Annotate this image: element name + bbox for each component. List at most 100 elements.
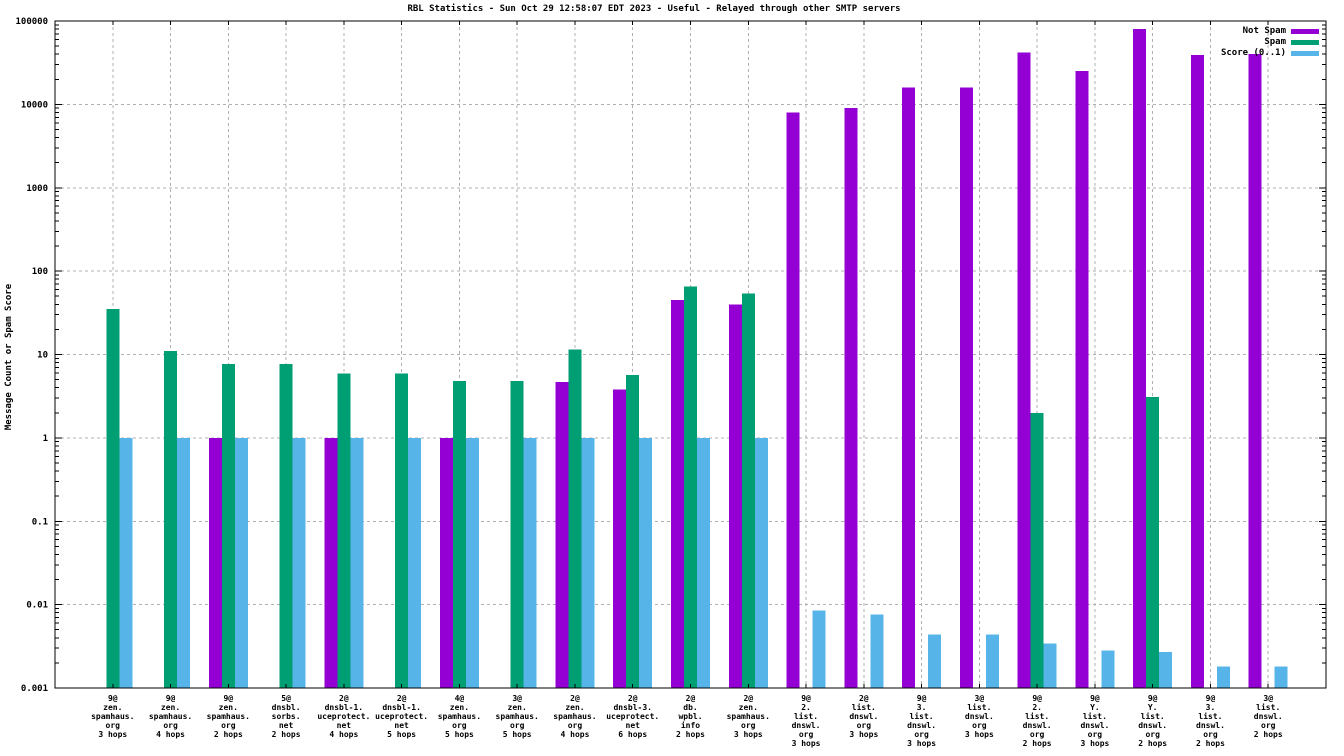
x-category-label: 9@ (801, 694, 811, 703)
x-category-label: 2@ (686, 694, 696, 703)
x-category-label: 2@ (397, 694, 407, 703)
bar-spam (684, 286, 697, 688)
x-category-label: org (163, 721, 178, 730)
x-category-label: org (741, 721, 756, 730)
bar-score (234, 437, 248, 688)
x-category-label: dnsbl-1. (382, 703, 421, 712)
x-category-label: 3@ (1263, 694, 1273, 703)
x-category-label: 2 hops (1254, 730, 1283, 739)
x-category-label: org (1030, 730, 1045, 739)
y-tick-label: 1000 (26, 184, 48, 194)
x-category-label: uceprotect. (317, 712, 370, 721)
x-category-label: 2 hops (676, 730, 705, 739)
y-tick-label: 10000 (21, 100, 48, 110)
y-tick-label: 0.001 (21, 684, 48, 694)
bar-spam (164, 351, 178, 688)
bar-not-spam (844, 108, 858, 688)
x-category-label: 2. (801, 703, 811, 712)
x-category-label: 2@ (570, 694, 580, 703)
x-category-label: dnswl. (792, 721, 821, 730)
legend-label-not-spam: Not Spam (1242, 26, 1286, 36)
x-category-label: 9@ (166, 694, 176, 703)
legend-swatch-not-spam (1291, 28, 1319, 34)
x-category-label: sorbs. (272, 712, 301, 721)
bar-not-spam (786, 112, 800, 688)
x-category-label: list. (967, 702, 991, 712)
x-category-label: org (106, 721, 121, 730)
legend-swatch-score (1291, 50, 1319, 56)
x-category-label: spamhaus. (727, 712, 770, 721)
bar-spam (337, 373, 351, 688)
x-category-label: zen. (161, 703, 180, 712)
x-category-label: 9@ (1090, 694, 1100, 703)
bar-not-spam (671, 300, 684, 688)
x-category-label: 9@ (1206, 694, 1216, 703)
x-category-label: dnsbl-1. (325, 703, 364, 712)
bar-score (870, 614, 884, 688)
x-category-label: info (681, 720, 700, 730)
x-category-label: wpbl. (678, 712, 702, 721)
bar-score (408, 437, 422, 688)
x-category-label: 5 hops (445, 730, 474, 739)
x-category-label: 2 hops (1138, 739, 1167, 748)
x-category-label: 3 hops (965, 730, 994, 739)
x-category-label: 3 hops (849, 730, 878, 739)
legend-item-score: Score (0..1) (1220, 48, 1319, 58)
x-category-label: 2@ (859, 694, 869, 703)
x-category-label: list. (910, 711, 934, 721)
legend-label-spam: Spam (1264, 37, 1286, 47)
x-category-label: db. (683, 703, 697, 712)
x-category-label: 3. (917, 703, 927, 712)
bar-score (177, 437, 191, 688)
x-category-label: dnswl. (907, 721, 936, 730)
bar-not-spam (555, 381, 569, 688)
x-category-label: org (1088, 730, 1103, 739)
x-category-label: net (626, 721, 641, 730)
bar-not-spam (728, 304, 742, 688)
x-category-label: org (1145, 730, 1160, 739)
legend-swatch-spam (1291, 39, 1319, 45)
bar-score (1159, 652, 1173, 688)
x-category-label: dnswl. (1254, 712, 1283, 721)
x-category-label: list. (794, 711, 818, 721)
x-category-label: 2@ (339, 694, 349, 703)
x-category-label: 9@ (917, 694, 927, 703)
bar-spam (1146, 396, 1160, 688)
x-category-label: org (799, 730, 814, 739)
bar-spam (221, 363, 235, 688)
y-tick-label: 0.01 (26, 601, 48, 611)
bar-score (1274, 666, 1288, 688)
bar-score (292, 437, 306, 688)
x-category-label: dnswl. (1080, 721, 1109, 730)
x-category-label: 2 hops (272, 730, 301, 739)
legend-item-spam: Spam (1221, 37, 1319, 47)
bar-not-spam (959, 87, 973, 688)
legend-label-score: Score (0..1) (1220, 48, 1286, 58)
x-category-label: 2 hops (1023, 739, 1052, 748)
x-category-label: net (394, 721, 409, 730)
x-category-label: list. (1256, 702, 1280, 712)
x-category-label: uceprotect. (375, 712, 428, 721)
x-category-label: org (568, 721, 583, 730)
bar-not-spam (902, 87, 916, 688)
x-category-label: 3 hops (98, 730, 127, 739)
bar-spam (568, 349, 582, 688)
bar-not-spam (1248, 54, 1262, 689)
x-category-label: net (279, 721, 294, 730)
x-category-label: zen. (739, 703, 758, 712)
x-category-label: 4@ (455, 694, 465, 703)
bar-score (812, 610, 826, 688)
y-tick-label: 10 (37, 351, 48, 361)
x-category-label: Y. (1090, 703, 1100, 712)
x-category-label: uceprotect. (606, 712, 659, 721)
bar-score (1043, 643, 1057, 688)
x-category-label: 3@ (975, 694, 985, 703)
bar-score (465, 437, 479, 688)
legend: Not Spam Spam Score (0..1) (1220, 26, 1319, 58)
bar-score (119, 437, 133, 688)
x-category-label: 5 hops (387, 730, 416, 739)
x-category-label: 3@ (512, 694, 522, 703)
x-category-label: dnsbl. (272, 703, 301, 712)
x-category-label: 3 hops (734, 730, 763, 739)
